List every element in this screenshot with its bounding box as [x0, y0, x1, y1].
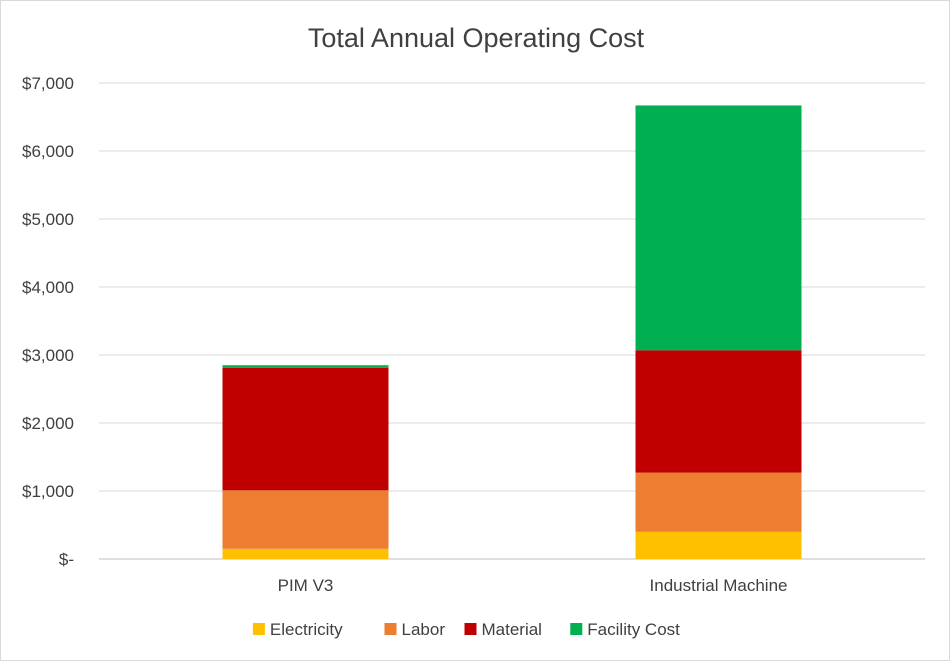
y-tick-label: $7,000: [22, 74, 74, 93]
bar-segment-material: [635, 350, 802, 473]
y-axis-tick-labels: $- $1,000 $2,000 $3,000 $4,000 $5,000 $6,000 $7…: [22, 74, 74, 569]
legend-swatch-material: [464, 623, 477, 635]
y-tick-label: $6,000: [22, 142, 74, 161]
y-tick-label: $4,000: [22, 278, 74, 297]
legend: Electricity Labor Material Facility Cost: [252, 620, 680, 639]
bar-segment-labor: [222, 490, 389, 549]
x-tick-label: PIM V3: [278, 576, 334, 595]
bar-segment-material: [222, 367, 389, 491]
legend-swatch-facility-cost: [570, 623, 583, 635]
bars: [222, 105, 802, 559]
bar-segment-facility-cost: [222, 365, 389, 368]
y-tick-label: $1,000: [22, 482, 74, 501]
legend-label-facility-cost: Facility Cost: [587, 620, 680, 639]
y-tick-label: $-: [59, 550, 74, 569]
legend-label-labor: Labor: [402, 620, 446, 639]
y-tick-label: $2,000: [22, 414, 74, 433]
y-tick-label: $5,000: [22, 210, 74, 229]
legend-label-material: Material: [482, 620, 542, 639]
y-tick-label: $3,000: [22, 346, 74, 365]
legend-swatch-labor: [384, 623, 397, 635]
legend-swatch-electricity: [252, 623, 265, 635]
bar-segment-electricity: [222, 548, 389, 559]
legend-label-electricity: Electricity: [270, 620, 343, 639]
x-tick-label: Industrial Machine: [650, 576, 788, 595]
bar-segment-facility-cost: [635, 105, 802, 351]
bar-segment-electricity: [635, 531, 802, 559]
bar-segment-labor: [635, 472, 802, 532]
chart-title: Total Annual Operating Cost: [308, 23, 645, 53]
x-axis-tick-labels: PIM V3 Industrial Machine: [278, 576, 788, 595]
